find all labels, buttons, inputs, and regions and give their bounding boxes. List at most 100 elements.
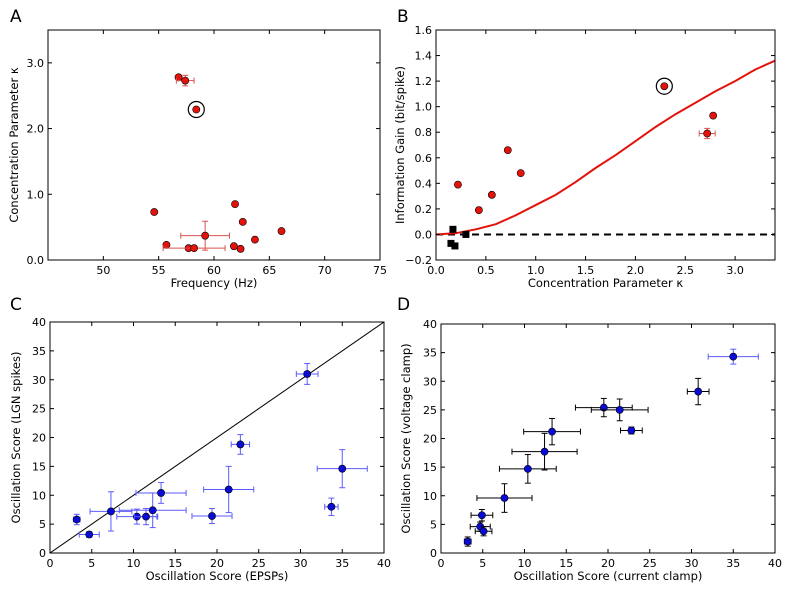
x-tick-label: 40 xyxy=(768,557,782,570)
data-point xyxy=(190,244,198,253)
identity-line xyxy=(50,322,384,553)
plot-area xyxy=(436,59,775,250)
data-point xyxy=(230,242,238,251)
data-point xyxy=(503,146,512,155)
y-tick-label: 1.2 xyxy=(415,75,433,88)
data-point xyxy=(201,231,210,240)
panel-c: C 0 5 10 15 20 25 30 35 40 0 5 10 15 20 25 30 35 40 Oscilla… xyxy=(9,295,391,583)
data-square xyxy=(449,225,457,233)
x-tick-label: 0 xyxy=(47,557,54,570)
x-tick-label: 15 xyxy=(168,557,182,570)
y-tick-label: 30 xyxy=(32,374,46,387)
data-point xyxy=(694,387,703,396)
x-tick-label: 20 xyxy=(210,557,224,570)
x-axis-label: Frequency (Hz) xyxy=(171,276,258,290)
data-point xyxy=(142,512,150,521)
data-point xyxy=(660,82,669,91)
x-tick-label: 1.0 xyxy=(527,264,545,277)
y-tick-label: 15 xyxy=(32,460,46,473)
axes-frame xyxy=(47,29,381,261)
x-tick-label: 2.0 xyxy=(627,264,645,277)
data-point xyxy=(709,111,718,120)
x-tick-label: 55 xyxy=(152,264,166,277)
x-tick-label: 5 xyxy=(479,557,486,570)
data-square xyxy=(447,239,455,247)
y-tick-label: 0 xyxy=(430,547,437,560)
y-tick-label: 20 xyxy=(32,432,46,445)
y-tick-label: 1.0 xyxy=(27,188,45,201)
data-square xyxy=(462,230,470,238)
y-tick-label: 0.6 xyxy=(415,152,433,165)
y-tick-label: 5 xyxy=(39,518,46,531)
y-tick-label: 25 xyxy=(32,403,46,416)
data-point xyxy=(615,405,624,414)
x-tick-label: 0 xyxy=(438,557,445,570)
y-tick-label: 25 xyxy=(423,404,437,417)
x-tick-label: 50 xyxy=(96,264,110,277)
x-axis-label: Concentration Parameter κ xyxy=(528,276,683,290)
highlight-ring xyxy=(187,100,205,119)
x-tick-label: 20 xyxy=(601,557,615,570)
data-point xyxy=(162,240,171,249)
y-axis-label: Concentration Parameter κ xyxy=(7,67,21,222)
y-tick-label: 35 xyxy=(423,347,437,360)
data-point xyxy=(627,426,636,435)
x-tick-label: 25 xyxy=(643,557,657,570)
data-square xyxy=(451,242,459,250)
y-tick-label: 3.0 xyxy=(27,57,45,70)
data-point xyxy=(150,208,159,216)
x-tick-label: 35 xyxy=(726,557,740,570)
x-tick-label: 35 xyxy=(335,557,349,570)
axes-frame xyxy=(435,29,776,261)
data-point xyxy=(148,506,157,515)
y-tick-label: 0.0 xyxy=(415,228,433,241)
data-point xyxy=(277,227,286,235)
data-point xyxy=(303,370,312,378)
y-tick-label: 1.4 xyxy=(415,50,433,63)
x-tick-label: 25 xyxy=(252,557,266,570)
data-point xyxy=(523,464,532,473)
panel-letter: C xyxy=(10,295,22,315)
x-tick-label: 3.0 xyxy=(726,264,744,277)
y-tick-label: 40 xyxy=(423,318,437,331)
x-tick-label: 60 xyxy=(207,264,221,277)
data-point xyxy=(107,507,115,516)
panel-letter: D xyxy=(397,295,410,315)
y-tick-label: 5 xyxy=(430,518,437,531)
data-point xyxy=(479,527,488,536)
axes-frame xyxy=(440,323,776,554)
data-point xyxy=(251,235,259,244)
x-tick-label: 75 xyxy=(373,264,387,277)
y-tick-label: 0 xyxy=(39,547,46,560)
y-axis-label: Oscillation Score (LGN spikes) xyxy=(9,352,23,524)
data-point xyxy=(236,244,245,253)
data-point xyxy=(327,502,336,511)
data-point xyxy=(208,512,216,520)
x-tick-label: 5 xyxy=(88,557,95,570)
panel-d: D 0 5 10 15 20 25 30 35 40 0 5 10 15 20 25 30 35 40 Oscilla… xyxy=(397,295,782,583)
x-tick-label: 0.5 xyxy=(477,264,495,277)
data-point xyxy=(703,129,712,138)
x-tick-label: 30 xyxy=(294,557,308,570)
y-axis-label: Oscillation Score (voltage clamp) xyxy=(399,343,413,533)
x-tick-label: 30 xyxy=(685,557,699,570)
x-tick-label: 0.0 xyxy=(427,264,445,277)
y-tick-label: 1.0 xyxy=(415,101,433,114)
theory-curve xyxy=(436,59,775,236)
y-tick-label: 35 xyxy=(32,345,46,358)
data-point xyxy=(338,464,347,473)
panel-letter: B xyxy=(397,7,409,27)
data-point xyxy=(548,427,556,436)
x-axis-label: Oscillation Score (current clamp) xyxy=(514,569,703,583)
y-axis-label: Information Gain (bit/spike) xyxy=(393,66,407,224)
y-tick-label: 0.0 xyxy=(27,254,45,267)
x-tick-label: 40 xyxy=(377,557,391,570)
y-tick-label: 2.0 xyxy=(27,123,45,136)
y-tick-label: 10 xyxy=(32,489,46,502)
panel-b: B0.0 0.5 1.0 1.5 2.0 2.5 3.0−0.20.00.20.40.60.… xyxy=(393,7,776,290)
data-point xyxy=(474,206,483,215)
plot-area xyxy=(50,322,384,553)
data-point xyxy=(516,169,525,178)
data-point xyxy=(224,485,233,494)
